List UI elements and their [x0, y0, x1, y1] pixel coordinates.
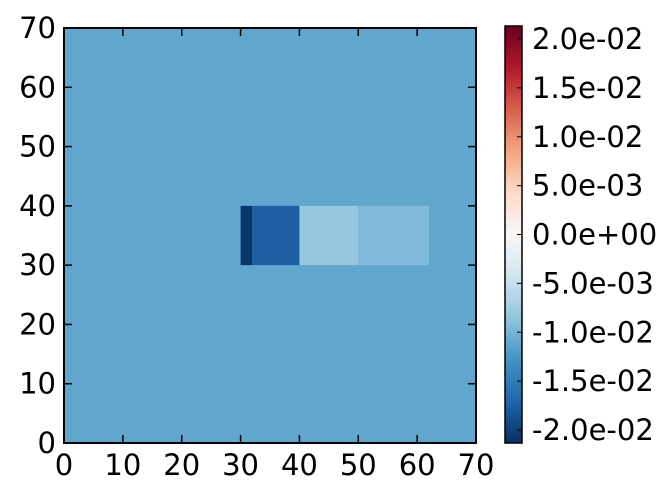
heatmap-cell-0: [240, 205, 253, 266]
colorbar-tick-label: 1.0e-02: [532, 120, 643, 154]
colorbar: 2.0e-02 1.5e-02 1.0e-02 5.0e-03 0.0e+00 -5.0e…: [504, 22, 657, 447]
colorbar-tick-label: -1.5e-02: [532, 364, 654, 398]
x-tick-label: 40: [281, 448, 318, 481]
colorbar-tick-label: 1.5e-02: [532, 71, 643, 105]
colorbar-tick-label: -2.0e-02: [532, 413, 654, 447]
axes: 0 10 20 30 40 50 60 70 0 10 20 30 40 50 60 70: [19, 11, 494, 481]
colorbar-tick-label: 5.0e-03: [532, 169, 643, 203]
y-tick-label: 40: [19, 189, 56, 223]
colorbar-tick-label: -5.0e-03: [532, 266, 654, 300]
y-tick-label: 20: [19, 307, 56, 341]
y-tick-label: 60: [19, 70, 56, 104]
y-tick-label: 70: [19, 11, 56, 45]
x-tick-label: 70: [458, 448, 495, 481]
x-tick-label: 0: [55, 448, 73, 481]
heatmap-cell-2: [299, 205, 359, 266]
x-tick-label: 10: [104, 448, 141, 481]
y-tick-label: 0: [38, 426, 56, 460]
y-tick-label: 30: [19, 248, 56, 282]
plot-area: [64, 28, 476, 443]
y-tick-label: 50: [19, 130, 56, 164]
heatmap-cell-3: [358, 205, 429, 266]
colorbar-tick-label: 0.0e+00: [532, 218, 657, 252]
heatmap-cell-1: [252, 205, 300, 266]
x-tick-label: 20: [163, 448, 200, 481]
x-tick-label: 50: [340, 448, 377, 481]
x-tick-label: 30: [222, 448, 259, 481]
y-tick-label: 10: [19, 367, 56, 401]
x-tick-label: 60: [399, 448, 436, 481]
plot-frame: [63, 27, 477, 444]
colorbar-tick-label: -1.0e-02: [532, 315, 654, 349]
colorbar-tick-label: 2.0e-02: [532, 22, 643, 56]
